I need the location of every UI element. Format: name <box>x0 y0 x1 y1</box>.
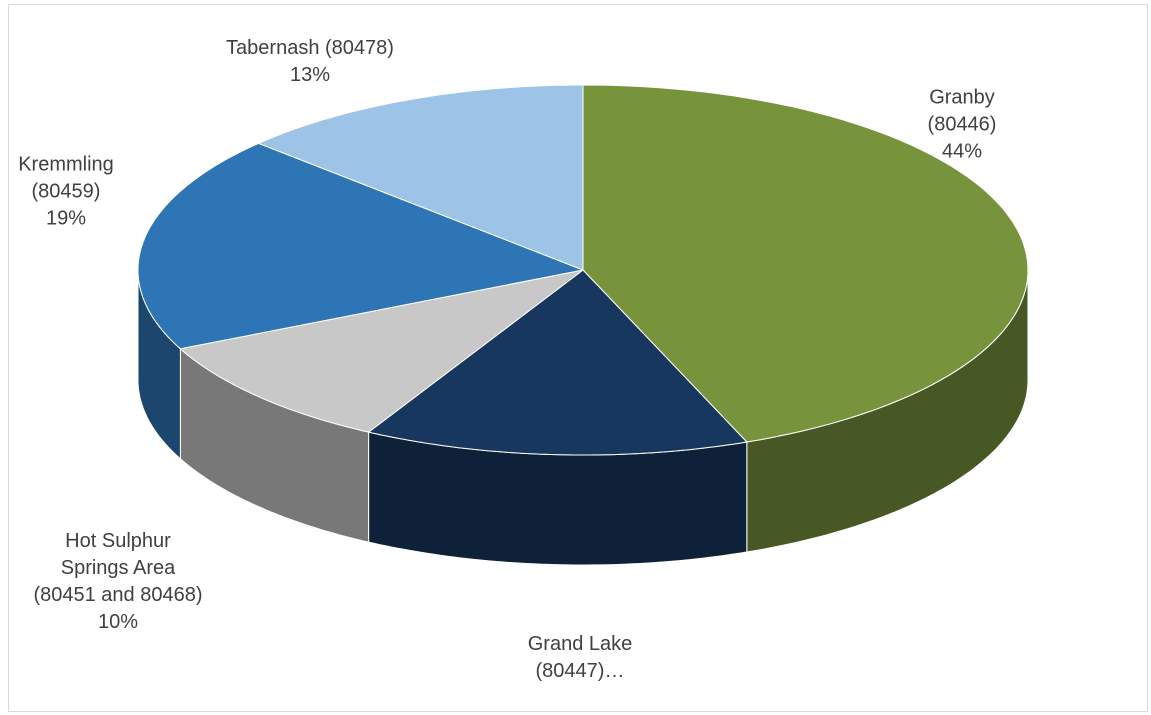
data-label: Kremmling (80459) 19% <box>18 152 114 233</box>
category-label: Kremmling (80459) <box>18 153 114 203</box>
data-label: Granby (80446) 44% <box>928 85 997 166</box>
value-label: 13% <box>289 64 331 86</box>
data-label: Grand Lake (80447)… <box>528 631 633 685</box>
slice <box>137 142 585 350</box>
category-label: Granby (80446) <box>927 86 997 136</box>
value-label: 19% <box>45 207 87 230</box>
value-label: 44% <box>941 140 983 163</box>
slice <box>582 84 1029 443</box>
slice <box>257 84 584 271</box>
slice <box>179 269 584 433</box>
data-label: Tabernash (80478) 13% <box>226 35 394 89</box>
category-label: Tabernash (80478) <box>226 37 394 59</box>
chart-frame <box>8 4 1148 712</box>
category-label: Grand Lake (80447)… <box>527 633 633 682</box>
data-label: Hot Sulphur Springs Area (80451 and 8046… <box>33 528 202 636</box>
slice <box>367 269 748 456</box>
category-label: Hot Sulphur Springs Area (80451 and 8046… <box>33 530 203 606</box>
value-label: 10% <box>97 611 139 633</box>
